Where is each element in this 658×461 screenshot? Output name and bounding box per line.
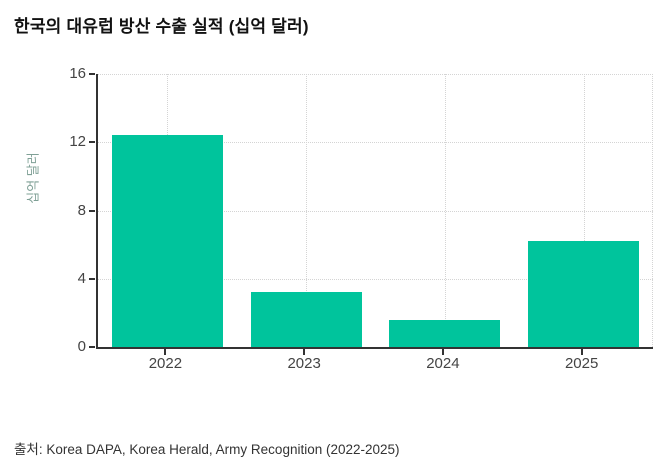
y-axis-title: 십억 달러 [25,152,41,204]
x-tick-label-2024: 2024 [426,355,460,372]
chart-title: 한국의 대유럽 방산 수출 실적 (십억 달러) [14,17,309,36]
y-tick-mark-12 [89,141,95,144]
y-tick-mark-16 [89,73,95,75]
gridline-h-12 [98,142,653,144]
gridline-v-2024 [444,74,446,347]
source-caption: 출처: Korea DAPA, Korea Herald, Army Recog… [14,442,400,457]
y-tick-label-0: 0 [77,338,86,355]
x-tick-mark-2025 [580,349,583,355]
x-tick-label-2023: 2023 [287,355,321,372]
bar-2025 [528,241,640,347]
gridline-h-4 [98,278,653,280]
bar-2022 [111,135,223,347]
bar-2024 [389,319,501,347]
y-tick-label-16: 16 [69,65,86,82]
bar-2023 [250,292,362,347]
y-tick-label-12: 12 [69,133,86,151]
gridline-h-8 [98,210,653,212]
x-tick-mark-2023 [303,349,306,355]
x-tick-mark-2024 [441,349,444,355]
gridline-v-2023 [306,74,308,347]
x-tick-label-2022: 2022 [148,355,183,372]
y-tick-mark-8 [89,209,95,212]
gridline-v-right [652,74,653,347]
y-tick-mark-4 [89,277,95,280]
y-tick-label-8: 8 [77,201,86,219]
gridline-h-16 [98,74,653,75]
gridline-v-2025 [583,74,585,347]
x-tick-mark-2022 [164,349,167,355]
y-tick-mark-0 [89,346,95,348]
plot-area [96,74,653,349]
x-tick-label-2025: 2025 [564,355,599,372]
y-tick-label-4: 4 [77,269,86,287]
